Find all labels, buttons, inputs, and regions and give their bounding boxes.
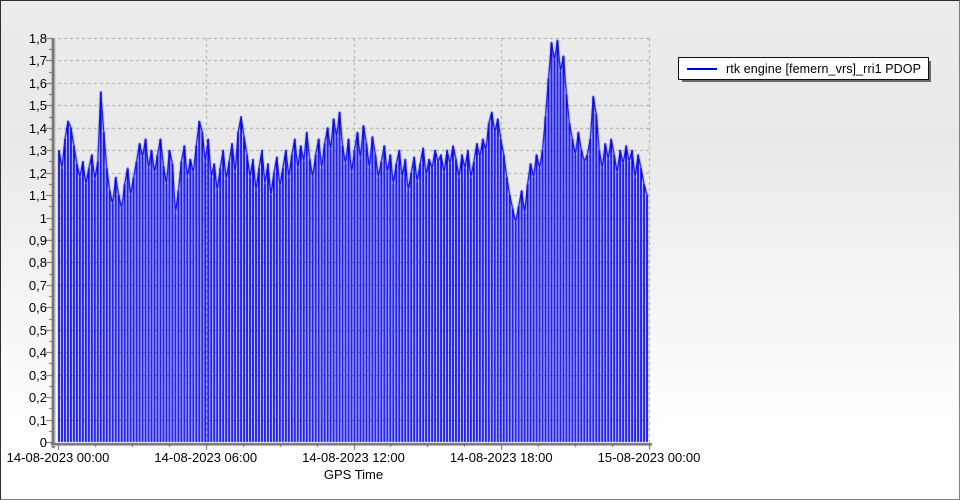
y-tick-label: 0,6 — [28, 300, 47, 316]
legend-box[interactable]: rtk engine [femern_vrs]_rri1 PDOP — [678, 57, 929, 80]
y-tick-label: 1,6 — [28, 75, 47, 91]
y-tick-label: 1,2 — [28, 165, 47, 181]
y-tick-label: 1 — [39, 210, 47, 226]
x-tick-label: 14-08-2023 12:00 — [302, 450, 405, 465]
y-tick-label: 0,5 — [28, 322, 47, 338]
y-tick-label: 0,4 — [28, 345, 47, 361]
x-tick-label: 14-08-2023 00:00 — [6, 450, 110, 465]
y-tick-label: 0,2 — [28, 390, 47, 406]
y-tick-label: 1,3 — [28, 143, 47, 159]
y-tick-label: 0,3 — [28, 367, 47, 383]
y-tick-label: 1,1 — [28, 188, 47, 204]
x-axis-title: GPS Time — [323, 467, 384, 482]
x-tick-label: 15-08-2023 00:00 — [597, 450, 701, 465]
y-tick-label: 0,1 — [28, 412, 47, 428]
y-tick-label: 1,4 — [28, 120, 47, 136]
y-tick-label: 1,7 — [28, 53, 47, 69]
x-tick-label: 14-08-2023 06:00 — [154, 450, 258, 465]
series-line-swatch — [687, 67, 717, 70]
y-tick-label: 1,5 — [28, 98, 47, 114]
x-tick-label: 14-08-2023 18:00 — [449, 450, 553, 465]
y-tick-label: 1,8 — [28, 31, 47, 46]
y-tick-label: 0 — [39, 435, 47, 450]
series-label: rtk engine [femern_vrs]_rri1 PDOP — [726, 61, 922, 76]
y-tick-label: 0,9 — [28, 233, 47, 248]
y-tick-label: 0,8 — [28, 255, 47, 271]
y-tick-label: 0,7 — [28, 277, 47, 293]
